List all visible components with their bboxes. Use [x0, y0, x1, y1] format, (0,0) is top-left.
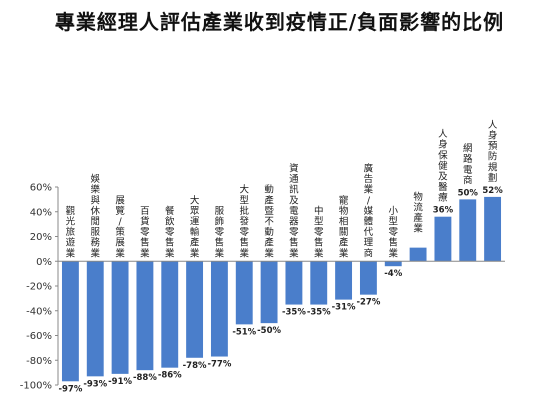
bar	[484, 196, 502, 262]
data-label: -93%	[83, 379, 107, 389]
data-label: -91%	[108, 377, 132, 387]
bar	[210, 261, 228, 357]
y-tick-label: -20%	[26, 282, 52, 293]
data-label: -51%	[232, 327, 256, 337]
category-label: 百貨零售業	[140, 206, 150, 259]
bar	[161, 261, 179, 368]
category-label: 網路電商	[463, 143, 473, 187]
y-tick-label: 0%	[36, 257, 52, 268]
bar	[111, 261, 129, 374]
bar	[136, 261, 154, 371]
bar	[459, 199, 477, 262]
category-label: 餐飲零售業	[165, 205, 175, 259]
bar	[359, 261, 377, 295]
bar	[186, 261, 204, 358]
y-tick-label: -80%	[26, 356, 52, 367]
bar	[86, 261, 104, 377]
y-tick-label: 20%	[30, 232, 52, 243]
category-label: 觀光旅遊業	[66, 205, 76, 259]
bar	[285, 261, 303, 305]
y-tick-label: 60%	[30, 183, 52, 194]
category-label: 寵物相關產業	[339, 194, 349, 259]
y-tick-label: -60%	[26, 331, 52, 342]
data-label: -35%	[307, 308, 331, 318]
bar	[335, 261, 353, 300]
data-label: -4%	[384, 269, 402, 279]
data-label: -97%	[58, 384, 82, 394]
data-label: 50%	[458, 188, 479, 198]
data-label: -31%	[332, 303, 356, 313]
data-label: -78%	[183, 361, 207, 371]
chart-title: 專業經理人評估產業收到疫情正/負面影響的比例	[54, 10, 505, 34]
data-label: -27%	[356, 298, 380, 308]
data-label: 36%	[433, 206, 454, 216]
bar	[310, 261, 328, 305]
category-label: 動產暨不動產業	[264, 185, 274, 260]
bar	[384, 261, 402, 267]
data-label: -77%	[207, 360, 231, 370]
category-label: 資通訊及電器零售業	[289, 162, 299, 259]
category-label: 展覽/策展業	[115, 195, 125, 259]
data-label: -88%	[133, 373, 157, 383]
category-label: 物流產業	[413, 191, 423, 235]
category-label: 小型零售業	[388, 206, 398, 259]
bar	[61, 261, 79, 382]
category-label: 廣告業/媒體代理商	[364, 162, 374, 259]
data-label: -35%	[282, 308, 306, 318]
data-label: -50%	[257, 326, 281, 336]
bar	[409, 247, 427, 262]
y-tick-label: 40%	[30, 207, 52, 218]
bar	[235, 261, 253, 325]
category-label: 大型批發零售業	[239, 184, 249, 260]
category-label: 服飾零售業	[215, 206, 225, 259]
bar	[434, 216, 452, 262]
y-tick-label: -40%	[26, 306, 52, 317]
y-tick-label: -100%	[20, 381, 52, 392]
data-label: 52%	[482, 186, 503, 196]
bar	[260, 261, 278, 324]
category-label: 中型零售業	[314, 205, 324, 259]
category-label: 大眾運輸產業	[190, 194, 200, 259]
category-label: 娛樂與休閒服務業	[90, 173, 100, 259]
category-label: 人身保健及醫療	[438, 129, 448, 204]
category-label: 人身預防規劃	[488, 120, 498, 184]
data-label: -86%	[158, 371, 182, 381]
